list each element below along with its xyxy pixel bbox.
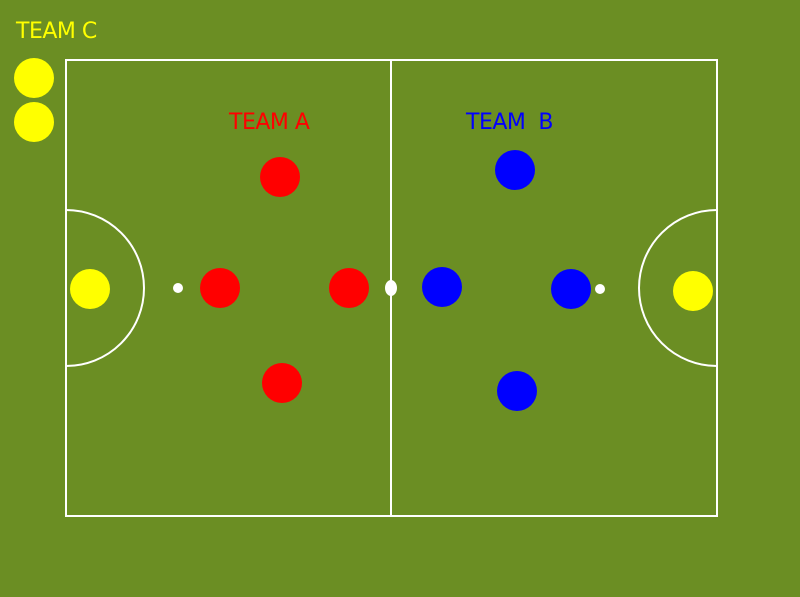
team-a-player-icon[interactable] xyxy=(260,157,300,197)
left-penalty-spot-icon xyxy=(173,283,183,293)
left-penalty-area xyxy=(65,209,145,367)
right-penalty-area xyxy=(638,209,718,367)
team-c-bench-player-icon[interactable] xyxy=(14,58,54,98)
team-b-player-icon[interactable] xyxy=(497,371,537,411)
team-b-player-icon[interactable] xyxy=(422,267,462,307)
team-c-right-goalkeeper-icon[interactable] xyxy=(673,271,713,311)
team-b-player-icon[interactable] xyxy=(551,269,591,309)
team-c-left-goalkeeper-icon[interactable] xyxy=(70,269,110,309)
team-b-label: TEAM B xyxy=(466,110,553,135)
right-penalty-spot-icon xyxy=(595,284,605,294)
team-b-player-icon[interactable] xyxy=(495,150,535,190)
team-c-bench-player-icon[interactable] xyxy=(14,102,54,142)
center-spot-icon xyxy=(385,280,397,296)
team-c-label: TEAM C xyxy=(16,19,97,44)
team-a-label: TEAM A xyxy=(229,110,310,135)
team-a-player-icon[interactable] xyxy=(200,268,240,308)
team-a-player-icon[interactable] xyxy=(262,363,302,403)
team-a-player-icon[interactable] xyxy=(329,268,369,308)
